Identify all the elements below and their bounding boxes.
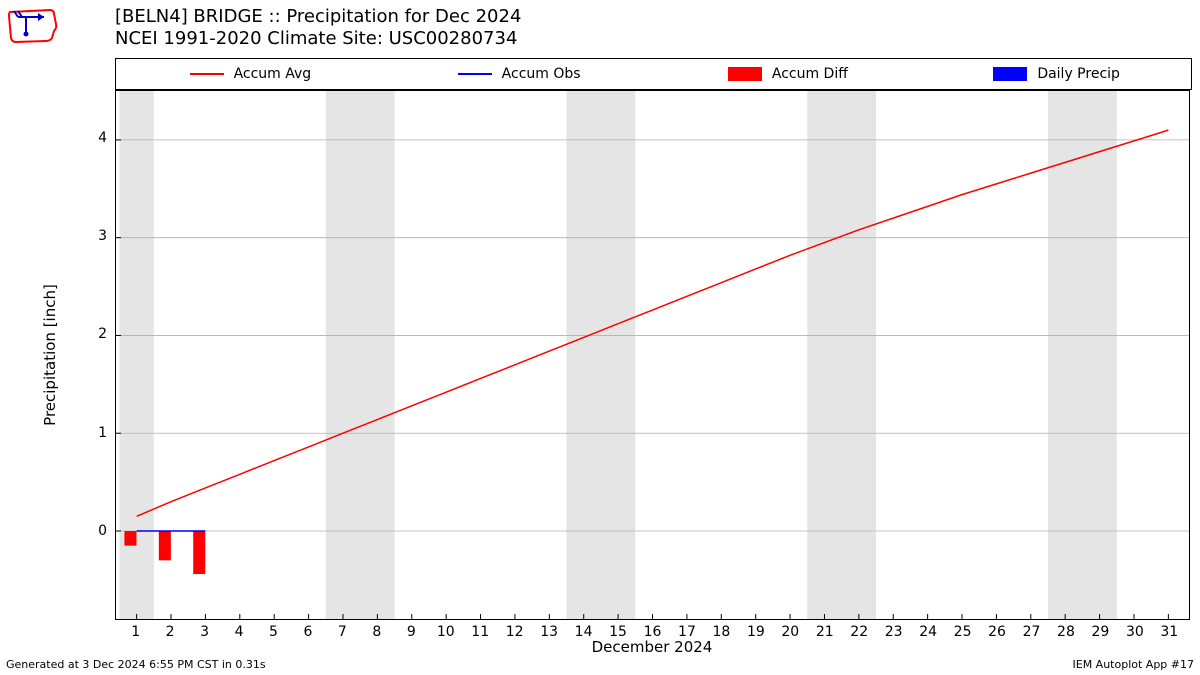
iem-logo <box>4 4 62 44</box>
xtick-label: 31 <box>1160 624 1178 640</box>
x-axis-label: December 2024 <box>592 638 713 656</box>
legend-swatch <box>458 73 492 75</box>
xtick-label: 13 <box>540 624 558 640</box>
xtick-label: 29 <box>1091 624 1109 640</box>
xtick-label: 26 <box>988 624 1006 640</box>
xtick-label: 1 <box>131 624 140 640</box>
ytick-label: 1 <box>98 425 107 441</box>
plot-area <box>115 90 1190 620</box>
xtick-label: 23 <box>885 624 903 640</box>
xtick-label: 30 <box>1126 624 1144 640</box>
chart-title: [BELN4] BRIDGE :: Precipitation for Dec … <box>115 6 521 50</box>
ytick-label: 0 <box>98 523 107 539</box>
xtick-label: 12 <box>506 624 524 640</box>
ytick-label: 3 <box>98 228 107 244</box>
ytick-label: 4 <box>98 130 107 146</box>
xtick-label: 2 <box>166 624 175 640</box>
xtick-label: 10 <box>437 624 455 640</box>
xtick-label: 27 <box>1023 624 1041 640</box>
footer-app: IEM Autoplot App #17 <box>1073 658 1195 671</box>
weekend-band <box>1048 91 1117 619</box>
xtick-label: 20 <box>781 624 799 640</box>
weekend-band <box>326 91 395 619</box>
footer-generated: Generated at 3 Dec 2024 6:55 PM CST in 0… <box>6 658 266 671</box>
legend-item-1: Accum Obs <box>385 66 654 82</box>
legend-item-2: Accum Diff <box>654 66 923 82</box>
weekend-band <box>807 91 876 619</box>
legend-swatch <box>993 67 1027 81</box>
bar <box>159 531 171 560</box>
xtick-label: 25 <box>954 624 972 640</box>
legend-label: Accum Avg <box>234 66 312 82</box>
xtick-label: 8 <box>372 624 381 640</box>
xtick-label: 4 <box>235 624 244 640</box>
title-line-2: NCEI 1991-2020 Climate Site: USC00280734 <box>115 28 521 50</box>
weekend-band <box>567 91 636 619</box>
y-axis-label: Precipitation [inch] <box>41 284 59 426</box>
legend-label: Accum Diff <box>772 66 848 82</box>
legend-swatch <box>728 67 762 81</box>
xtick-label: 24 <box>919 624 937 640</box>
xtick-label: 7 <box>338 624 347 640</box>
xtick-label: 5 <box>269 624 278 640</box>
ytick-label: 2 <box>98 326 107 342</box>
xtick-label: 28 <box>1057 624 1075 640</box>
xtick-label: 9 <box>407 624 416 640</box>
xtick-label: 21 <box>816 624 834 640</box>
series-line <box>137 130 1169 516</box>
xtick-label: 14 <box>575 624 593 640</box>
legend-label: Daily Precip <box>1037 66 1120 82</box>
xtick-label: 19 <box>747 624 765 640</box>
bar <box>124 531 136 546</box>
legend-item-0: Accum Avg <box>116 66 385 82</box>
legend: Accum Avg Accum Obs Accum Diff Daily Precip <box>115 58 1192 90</box>
xtick-label: 18 <box>712 624 730 640</box>
xtick-label: 22 <box>850 624 868 640</box>
legend-swatch <box>190 73 224 75</box>
xtick-label: 6 <box>303 624 312 640</box>
legend-item-3: Daily Precip <box>922 66 1191 82</box>
xtick-label: 11 <box>471 624 489 640</box>
xtick-label: 3 <box>200 624 209 640</box>
title-line-1: [BELN4] BRIDGE :: Precipitation for Dec … <box>115 6 521 28</box>
legend-label: Accum Obs <box>502 66 581 82</box>
bar <box>193 531 205 574</box>
